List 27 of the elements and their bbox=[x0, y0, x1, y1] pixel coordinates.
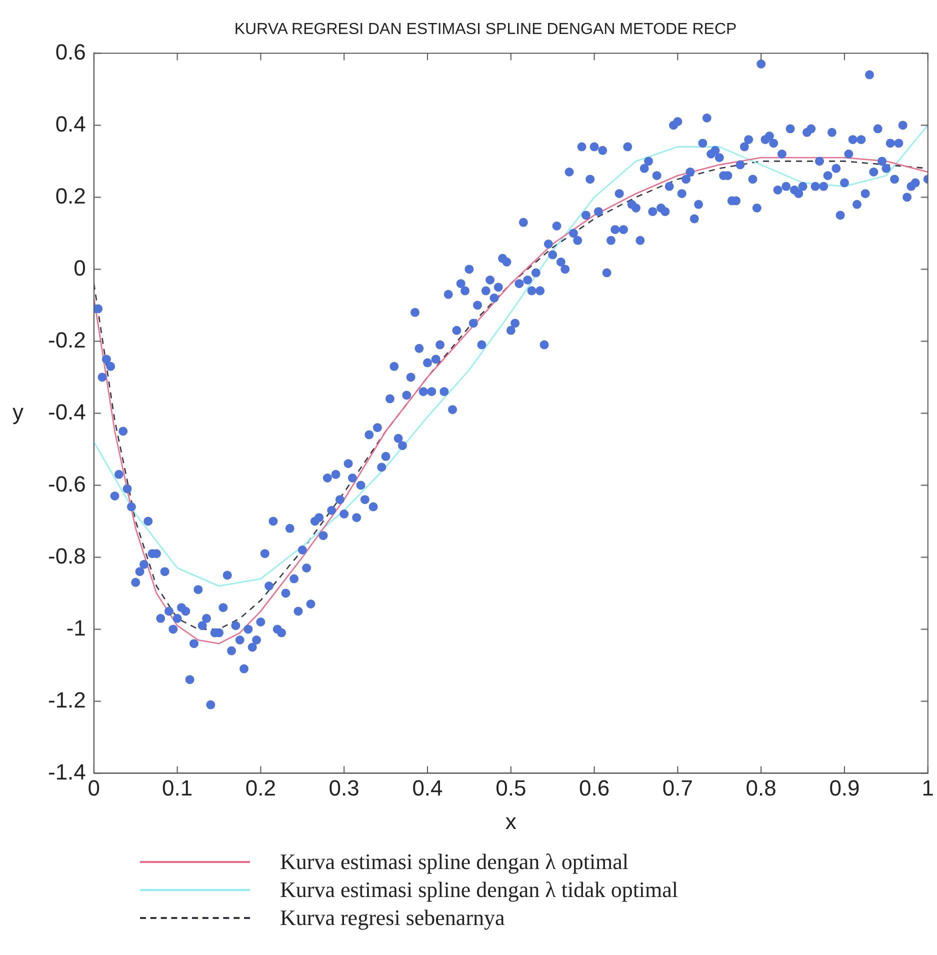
y-tick-label: -0.8 bbox=[48, 543, 86, 568]
x-tick-label: 1 bbox=[922, 775, 934, 800]
x-tick-label: 0.6 bbox=[578, 775, 610, 800]
y-tick-label: -1.2 bbox=[48, 687, 86, 712]
x-tick-label: 0.5 bbox=[496, 775, 526, 800]
y-tick-label: -1 bbox=[66, 615, 86, 640]
x-tick-label: 0.7 bbox=[662, 775, 693, 800]
y-tick-label: -1.4 bbox=[48, 759, 86, 784]
y-tick-label: -0.6 bbox=[48, 471, 86, 496]
x-axis-title: x bbox=[505, 808, 516, 834]
y-tick-label: 0 bbox=[74, 255, 86, 280]
x-tick-label: 0.2 bbox=[245, 775, 276, 800]
chart-title: KURVA REGRESI DAN ESTIMASI SPLINE DENGAN METODE RECP bbox=[234, 21, 737, 38]
y-tick-label: -0.2 bbox=[48, 327, 86, 352]
y-tick-label: 0.4 bbox=[55, 111, 86, 136]
x-tick-label: 0.9 bbox=[829, 775, 860, 800]
x-tick-label: 0.3 bbox=[328, 775, 360, 800]
x-tick-label: 0.4 bbox=[412, 775, 443, 800]
y-tick-label: -0.4 bbox=[48, 399, 86, 424]
legend-label: Kurva estimasi spline dengan λ tidak optimal bbox=[280, 877, 678, 903]
x-tick-label: 0.1 bbox=[162, 775, 193, 800]
y-axis-title: y bbox=[12, 399, 24, 424]
x-tick-label: 0.8 bbox=[746, 775, 776, 800]
legend-label: Kurva regresi sebenarnya bbox=[280, 905, 505, 931]
y-tick-label: 0.2 bbox=[55, 183, 86, 208]
legend-label: Kurva estimasi spline dengan λ optimal bbox=[280, 849, 629, 875]
y-tick-label: 0.6 bbox=[55, 39, 86, 64]
